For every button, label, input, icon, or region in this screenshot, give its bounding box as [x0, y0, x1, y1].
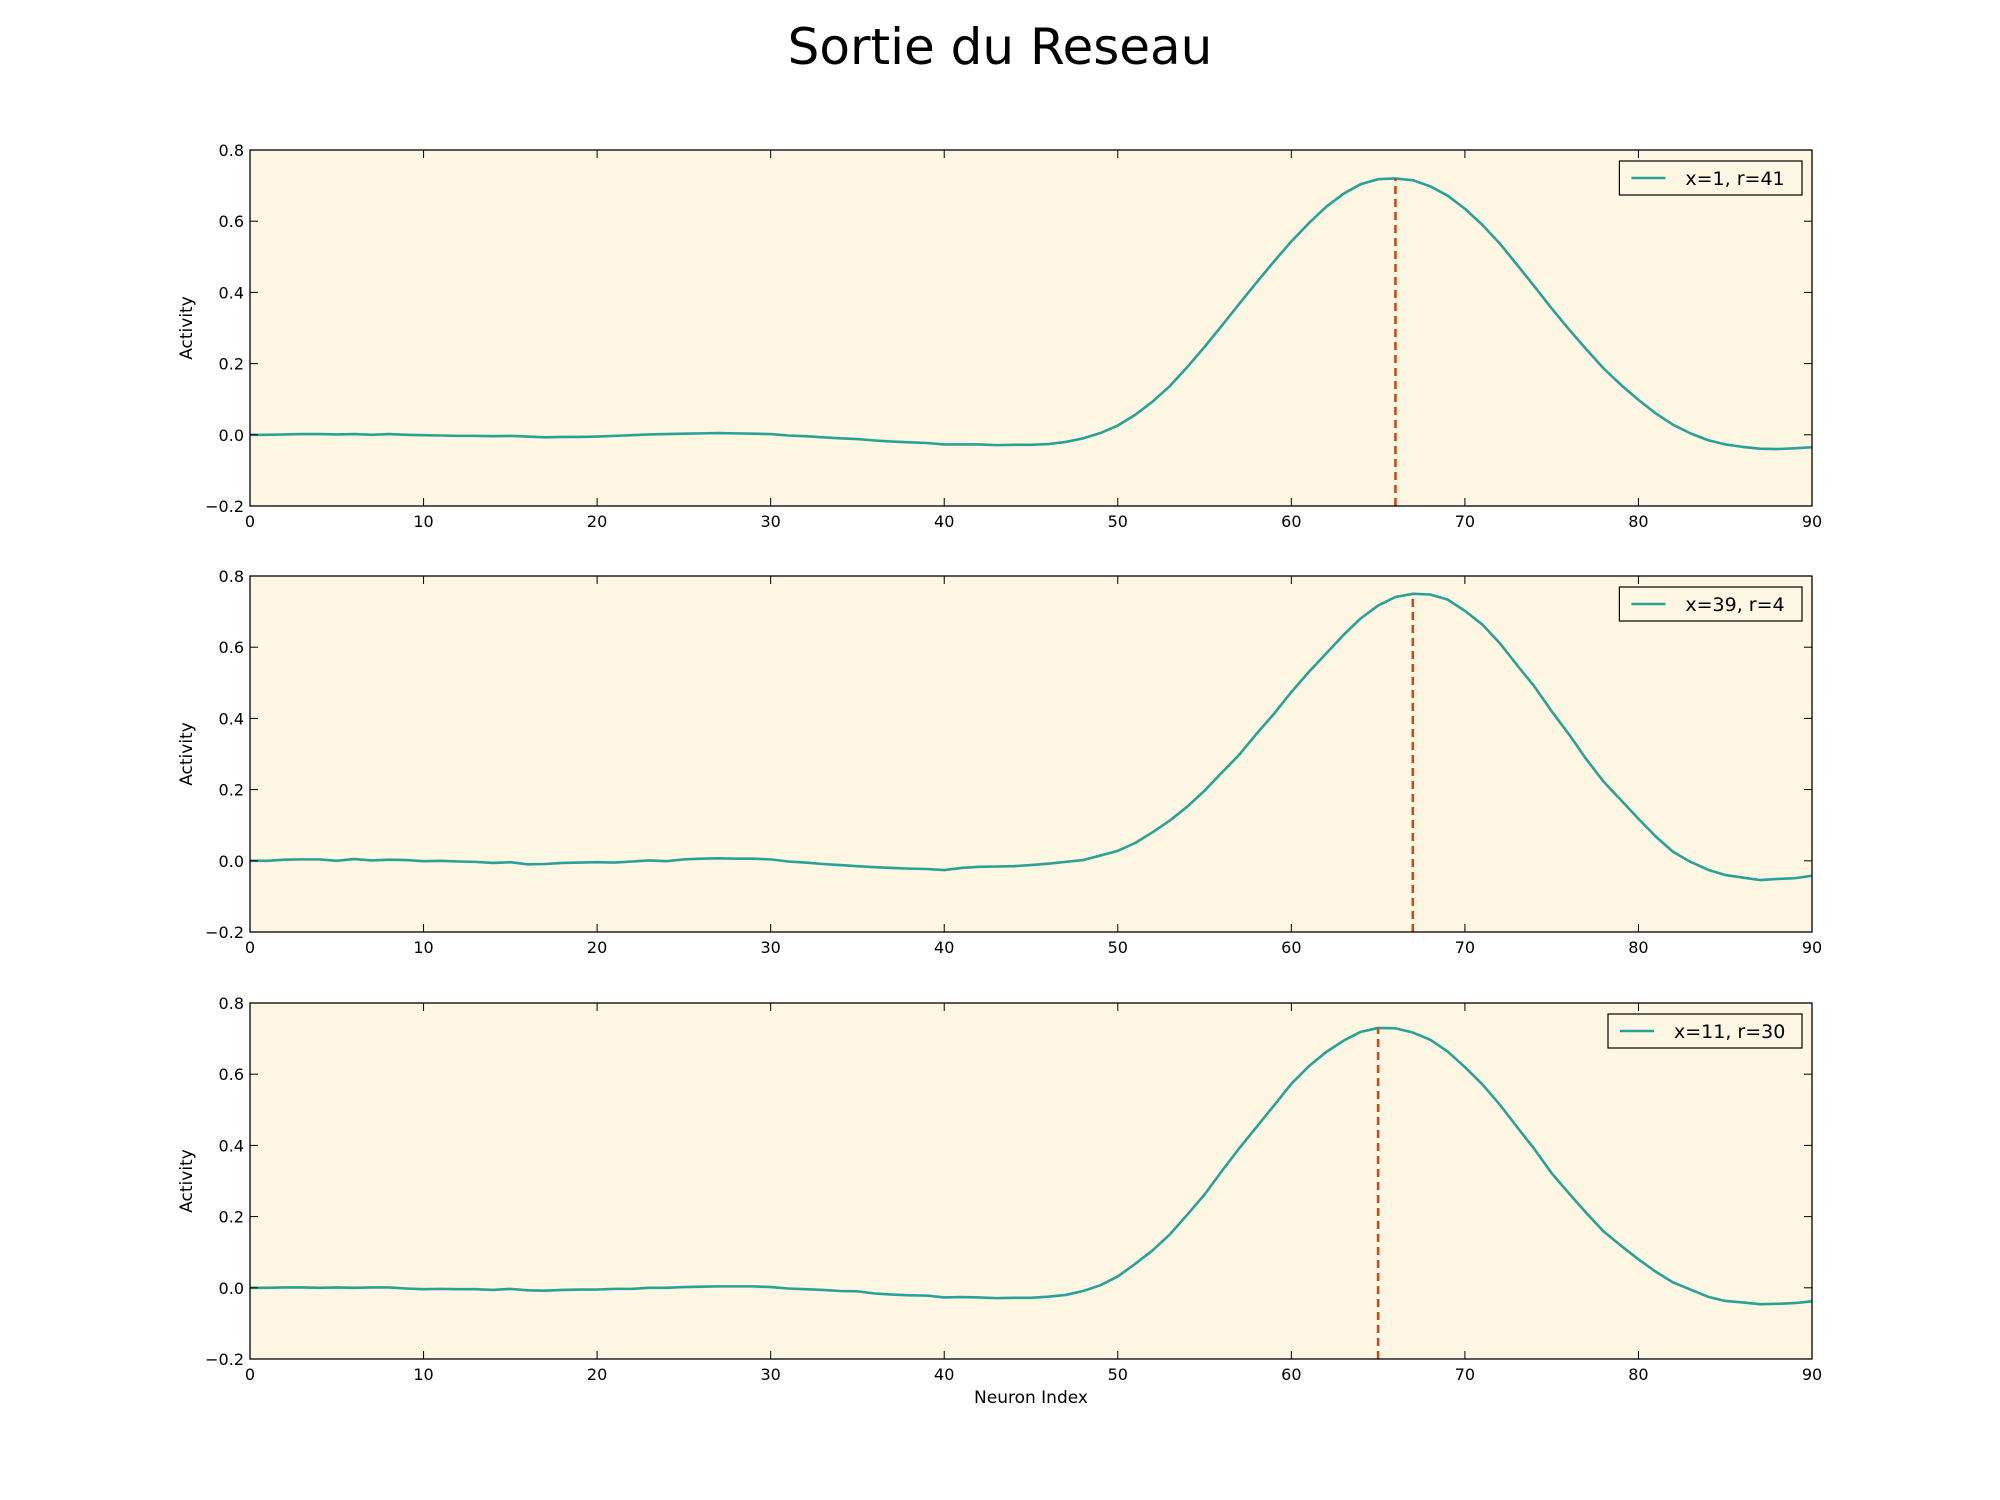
x-tick-label: 90 — [1802, 938, 1822, 957]
x-axis-label: Neuron Index — [974, 1388, 1088, 1408]
x-tick-label: 30 — [760, 1365, 780, 1384]
y-tick-label: 0.6 — [219, 638, 244, 657]
x-tick-label: 70 — [1455, 1365, 1475, 1384]
x-tick-label: 60 — [1281, 938, 1301, 957]
y-axis-label: Activity — [177, 722, 197, 786]
y-tick-label: 0.8 — [219, 567, 244, 586]
y-tick-label: 0.2 — [219, 781, 244, 800]
x-tick-label: 10 — [413, 512, 433, 531]
legend-label: x=39, r=4 — [1685, 594, 1784, 616]
y-tick-label: −0.2 — [205, 923, 244, 942]
legend-label: x=11, r=30 — [1674, 1021, 1785, 1043]
x-tick-label: 70 — [1455, 512, 1475, 531]
y-axis-label: Activity — [177, 1149, 197, 1213]
x-tick-label: 30 — [760, 938, 780, 957]
legend: x=39, r=4 — [1618, 586, 1803, 622]
y-tick-label: 0.6 — [219, 1065, 244, 1084]
y-tick-label: 0.8 — [219, 994, 244, 1013]
legend: x=11, r=30 — [1607, 1013, 1803, 1049]
subplot-2: 0 10 20 30 40 50 60 70 80 90 −0.2 0.0 0.2 0.4 0.6 0.8 Ac… — [177, 567, 1822, 957]
y-tick-label: 0.6 — [219, 212, 244, 231]
y-tick-label: 0.4 — [219, 283, 244, 302]
x-tick-label: 80 — [1628, 1365, 1648, 1384]
axes-frame — [249, 149, 1813, 507]
plot-background — [250, 150, 1812, 506]
plot-background — [250, 576, 1812, 932]
y-tick-label: 0.8 — [219, 141, 244, 160]
figure-title: Sortie du Reseau — [787, 18, 1213, 76]
x-tick-label: 80 — [1628, 938, 1648, 957]
series-line — [250, 177, 1813, 451]
subplot-1: 0 10 20 30 40 50 60 70 80 90 −0.2 0.0 0.2 0.4 0.6 0.8 Ac… — [177, 141, 1822, 531]
x-tick-label: 50 — [1108, 512, 1128, 531]
x-tick-label: 10 — [413, 938, 433, 957]
x-tick-label: 0 — [245, 512, 255, 531]
y-tick-label: −0.2 — [205, 1350, 244, 1369]
axes-frame — [249, 575, 1813, 933]
y-tick-label: 0.4 — [219, 1136, 244, 1155]
x-tick-label: 0 — [245, 1365, 255, 1384]
x-tick-label: 60 — [1281, 1365, 1301, 1384]
y-tick-label: 0.2 — [219, 1208, 244, 1227]
axes-frame — [249, 1002, 1813, 1360]
x-tick-label: 20 — [587, 1365, 607, 1384]
x-tick-label: 50 — [1108, 1365, 1128, 1384]
legend: x=1, r=41 — [1618, 160, 1803, 196]
y-tick-label: −0.2 — [205, 497, 244, 516]
subplot-3: 0 10 20 30 40 50 60 70 80 90 −0.2 0.0 0.2 0.4 0.6 0.8 Ac… — [177, 994, 1822, 1408]
y-tick-label: 0.0 — [219, 1279, 244, 1298]
x-tick-label: 20 — [587, 512, 607, 531]
x-tick-label: 30 — [760, 512, 780, 531]
x-tick-label: 90 — [1802, 512, 1822, 531]
x-tick-label: 0 — [245, 938, 255, 957]
y-tick-label: 0.0 — [219, 852, 244, 871]
x-tick-label: 50 — [1108, 938, 1128, 957]
plot-background — [250, 1003, 1812, 1359]
y-axis-label: Activity — [177, 296, 197, 360]
x-tick-label: 70 — [1455, 938, 1475, 957]
x-tick-label: 40 — [934, 1365, 954, 1384]
x-tick-label: 20 — [587, 938, 607, 957]
x-tick-label: 80 — [1628, 512, 1648, 531]
y-tick-label: 0.4 — [219, 709, 244, 728]
x-tick-label: 10 — [413, 1365, 433, 1384]
x-tick-label: 40 — [934, 512, 954, 531]
series-line — [250, 592, 1813, 882]
x-tick-label: 60 — [1281, 512, 1301, 531]
y-tick-label: 0.0 — [219, 426, 244, 445]
series-line — [250, 1026, 1813, 1306]
legend-label: x=1, r=41 — [1685, 168, 1784, 190]
y-tick-label: 0.2 — [219, 355, 244, 374]
x-tick-label: 90 — [1802, 1365, 1822, 1384]
x-tick-label: 40 — [934, 938, 954, 957]
